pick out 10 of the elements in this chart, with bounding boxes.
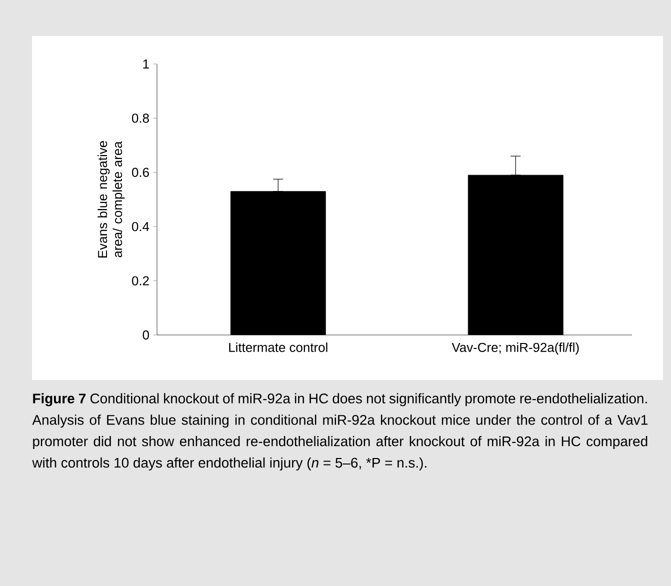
- y-tick-label: 0.2: [132, 276, 149, 286]
- y-tick-label: 0.8: [132, 114, 149, 123]
- y-tick-label: 0.6: [132, 168, 149, 177]
- y-axis-title: Evans blue negative area/ complete area: [98, 141, 125, 258]
- x-tick-label: Littermate control: [229, 342, 328, 352]
- y-tick-label: 1: [143, 60, 149, 68]
- text: Figure 7 Conditional knockout of miR-92a in HC does not significantly promote re-endothelialization. Analysis of Evans blue staining in conditional miR-92a knockout mice under the control of a Vav1 promoter did not show enhanced re-endothelialization after knockout of miR-92a in HC compared with controls 10 days after endothelial injury (n = 5–6, *P = n.s.).: [32, 393, 648, 470]
- y-tick-label: 0.4: [132, 222, 150, 232]
- x-tick-label: Vav-Cre; miR-92a(fl/fl): [452, 342, 579, 355]
- y-tick-label: 0: [142, 330, 149, 340]
